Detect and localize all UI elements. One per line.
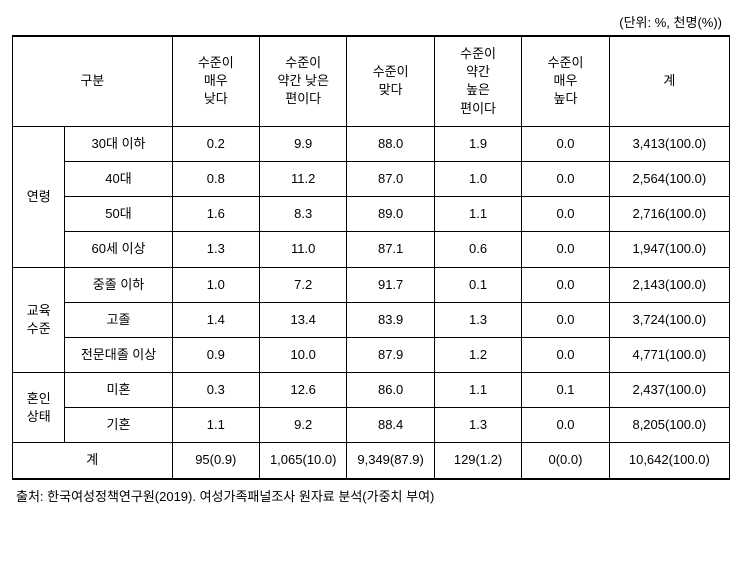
cell-value: 7.2 <box>260 267 347 302</box>
cell-value: 87.9 <box>347 337 434 372</box>
cell-value: 87.0 <box>347 161 434 196</box>
table-row: 50대1.68.389.01.10.02,716(100.0) <box>13 197 730 232</box>
cell-value: 0.0 <box>522 161 609 196</box>
cell-value: 0.0 <box>522 197 609 232</box>
group-label: 연령 <box>13 126 65 267</box>
cell-value: 13.4 <box>260 302 347 337</box>
cell-value: 0.2 <box>172 126 259 161</box>
group-label: 교육 수준 <box>13 267 65 373</box>
row-label: 30대 이하 <box>65 126 172 161</box>
cell-value: 1.1 <box>172 408 259 443</box>
totals-cell: 9,349(87.9) <box>347 443 434 479</box>
cell-value: 0.1 <box>434 267 521 302</box>
table-body: 연령30대 이하0.29.988.01.90.03,413(100.0)40대0… <box>13 126 730 478</box>
group-label: 혼인 상태 <box>13 373 65 443</box>
cell-value: 4,771(100.0) <box>609 337 729 372</box>
cell-value: 3,413(100.0) <box>609 126 729 161</box>
row-label: 기혼 <box>65 408 172 443</box>
row-label: 고졸 <box>65 302 172 337</box>
cell-value: 3,724(100.0) <box>609 302 729 337</box>
cell-value: 9.9 <box>260 126 347 161</box>
cell-value: 87.1 <box>347 232 434 267</box>
cell-value: 89.0 <box>347 197 434 232</box>
data-table: 구분 수준이 매우 낮다 수준이 약간 낮은 편이다 수준이 맞다 수준이 약간… <box>12 35 730 480</box>
cell-value: 9.2 <box>260 408 347 443</box>
totals-cell: 1,065(10.0) <box>260 443 347 479</box>
cell-value: 0.0 <box>522 302 609 337</box>
totals-row: 계95(0.9)1,065(10.0)9,349(87.9)129(1.2)0(… <box>13 443 730 479</box>
table-row: 40대0.811.287.01.00.02,564(100.0) <box>13 161 730 196</box>
cell-value: 88.4 <box>347 408 434 443</box>
totals-cell: 129(1.2) <box>434 443 521 479</box>
cell-value: 11.2 <box>260 161 347 196</box>
header-category: 구분 <box>13 36 173 126</box>
unit-label: (단위: %, 천명(%)) <box>12 12 730 31</box>
cell-value: 0.0 <box>522 126 609 161</box>
cell-value: 12.6 <box>260 373 347 408</box>
cell-value: 2,143(100.0) <box>609 267 729 302</box>
cell-value: 1.0 <box>434 161 521 196</box>
cell-value: 1.3 <box>172 232 259 267</box>
cell-value: 11.0 <box>260 232 347 267</box>
cell-value: 1.3 <box>434 302 521 337</box>
cell-value: 10.0 <box>260 337 347 372</box>
cell-value: 2,564(100.0) <box>609 161 729 196</box>
table-row: 기혼1.19.288.41.30.08,205(100.0) <box>13 408 730 443</box>
row-label: 미혼 <box>65 373 172 408</box>
table-row: 혼인 상태미혼0.312.686.01.10.12,437(100.0) <box>13 373 730 408</box>
cell-value: 0.0 <box>522 408 609 443</box>
cell-value: 0.0 <box>522 232 609 267</box>
table-row: 연령30대 이하0.29.988.01.90.03,413(100.0) <box>13 126 730 161</box>
cell-value: 1,947(100.0) <box>609 232 729 267</box>
row-label: 중졸 이하 <box>65 267 172 302</box>
cell-value: 91.7 <box>347 267 434 302</box>
row-label: 40대 <box>65 161 172 196</box>
cell-value: 0.3 <box>172 373 259 408</box>
cell-value: 1.6 <box>172 197 259 232</box>
table-row: 60세 이상1.311.087.10.60.01,947(100.0) <box>13 232 730 267</box>
cell-value: 0.0 <box>522 337 609 372</box>
cell-value: 1.0 <box>172 267 259 302</box>
footer-note: 출처: 한국여성정책연구원(2019). 여성가족패널조사 원자료 분석(가중치… <box>12 486 730 505</box>
cell-value: 8.3 <box>260 197 347 232</box>
header-col1: 수준이 매우 낮다 <box>172 36 259 126</box>
header-col4: 수준이 약간 높은 편이다 <box>434 36 521 126</box>
cell-value: 2,437(100.0) <box>609 373 729 408</box>
header-total: 계 <box>609 36 729 126</box>
cell-value: 1.2 <box>434 337 521 372</box>
totals-cell: 95(0.9) <box>172 443 259 479</box>
cell-value: 83.9 <box>347 302 434 337</box>
header-col3: 수준이 맞다 <box>347 36 434 126</box>
cell-value: 1.1 <box>434 373 521 408</box>
row-label: 전문대졸 이상 <box>65 337 172 372</box>
row-label: 60세 이상 <box>65 232 172 267</box>
totals-label: 계 <box>13 443 173 479</box>
totals-cell: 0(0.0) <box>522 443 609 479</box>
cell-value: 86.0 <box>347 373 434 408</box>
cell-value: 1.9 <box>434 126 521 161</box>
cell-value: 8,205(100.0) <box>609 408 729 443</box>
table-row: 고졸1.413.483.91.30.03,724(100.0) <box>13 302 730 337</box>
row-label: 50대 <box>65 197 172 232</box>
cell-value: 0.6 <box>434 232 521 267</box>
cell-value: 0.8 <box>172 161 259 196</box>
cell-value: 0.1 <box>522 373 609 408</box>
table-row: 교육 수준중졸 이하1.07.291.70.10.02,143(100.0) <box>13 267 730 302</box>
cell-value: 2,716(100.0) <box>609 197 729 232</box>
cell-value: 1.1 <box>434 197 521 232</box>
cell-value: 1.4 <box>172 302 259 337</box>
cell-value: 88.0 <box>347 126 434 161</box>
cell-value: 0.0 <box>522 267 609 302</box>
header-col5: 수준이 매우 높다 <box>522 36 609 126</box>
header-col2: 수준이 약간 낮은 편이다 <box>260 36 347 126</box>
cell-value: 1.3 <box>434 408 521 443</box>
cell-value: 0.9 <box>172 337 259 372</box>
table-row: 전문대졸 이상0.910.087.91.20.04,771(100.0) <box>13 337 730 372</box>
totals-cell: 10,642(100.0) <box>609 443 729 479</box>
